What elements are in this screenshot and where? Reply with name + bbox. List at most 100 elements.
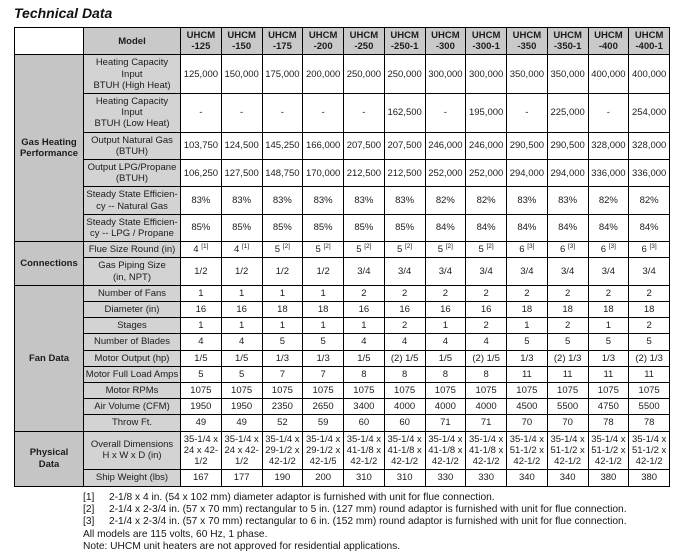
table-row: Fan Data Number of Fans 1 1 1 1 2 2 2 2 2 2 2 2 [14, 284, 670, 432]
data-cell: 170,000 [302, 159, 344, 188]
data-cell: 380 [587, 469, 630, 487]
row-label: Flue Size Round (in) [83, 241, 181, 259]
data-cell: - [343, 93, 385, 133]
data-cell: 4000 [424, 398, 467, 416]
data-cell: 2 [628, 284, 670, 303]
data-cell: 127,500 [220, 159, 263, 188]
data-cell: (2) 1/5 [383, 349, 426, 367]
data-cell: 84% [506, 213, 548, 243]
data-cell: 82% [628, 186, 670, 215]
data-cell: 84% [424, 213, 467, 243]
data-cell: 70 [506, 414, 548, 432]
row-label: Stages [83, 317, 181, 335]
footnote-text: 2-1/8 x 4 in. (54 x 102 mm) diameter ada… [109, 491, 495, 503]
data-cell: 5 [506, 333, 548, 351]
row-label: Diameter (in) [83, 301, 181, 319]
footnote-ref-superscript: [3] [527, 243, 535, 251]
data-cell: 2350 [261, 398, 304, 416]
data-cell: 300,000 [465, 54, 507, 95]
note-line: Note: UHCM unit heaters are not approved… [83, 541, 401, 553]
data-cell: 5 [180, 365, 222, 384]
data-cell: - [587, 93, 630, 133]
table-row: Output LPG/Propane (BTUH) 106,250 127,500 1… [15, 159, 670, 188]
data-cell: 1950 [180, 398, 222, 416]
data-cell: 84% [546, 213, 589, 243]
data-cell: 1/3 [302, 349, 344, 367]
footnote-ref-superscript: [2] [404, 243, 413, 251]
data-cell: 3/4 [383, 257, 426, 286]
data-cell: 18 [587, 301, 630, 319]
row-label: Overall Dimensions H x W x D (in) [83, 430, 181, 471]
data-cell: 1 [587, 317, 630, 335]
data-cell: 330 [424, 469, 467, 487]
footnote-ref: [3] [83, 516, 95, 528]
data-cell: 71 [424, 414, 467, 432]
data-cell: 1/2 [261, 257, 304, 286]
data-cell: 1075 [180, 382, 222, 400]
data-cell: 16 [465, 301, 507, 319]
data-cell: 35-1/4 x 29-1/2 x 42-1/5 [302, 430, 344, 471]
data-cell: 195,000 [465, 93, 507, 133]
data-cell: 167 [180, 469, 222, 487]
data-cell: 4 [1] [220, 241, 263, 259]
section-label: Connections [14, 241, 84, 286]
data-cell: 83% [180, 186, 222, 215]
data-cell: 5 [2] [261, 241, 304, 259]
data-cell: - [180, 93, 222, 133]
data-cell: 2 [546, 284, 589, 303]
data-cell: 4000 [465, 398, 507, 416]
data-cell: 85% [343, 213, 385, 243]
data-cell: 2 [383, 317, 426, 335]
page-title: Technical Data [14, 5, 113, 21]
data-cell: 85% [180, 213, 222, 243]
data-cell: 8 [343, 365, 385, 384]
data-cell: 1 [506, 317, 548, 335]
model-header-cell: Model [83, 26, 181, 56]
data-cell: 1 [180, 317, 222, 335]
data-cell: 1/2 [302, 257, 344, 286]
data-cell: - [424, 93, 467, 133]
table-row: Air Volume (CFM) 1950 1950 2350 2650 3400 4000… [15, 398, 670, 416]
row-label: Motor Full Load Amps [83, 365, 181, 384]
data-cell: 52 [261, 414, 304, 432]
data-cell: 1075 [383, 382, 426, 400]
data-cell: 83% [506, 186, 548, 215]
data-cell: 6 [3] [506, 241, 548, 259]
table-row: Gas Piping Size (in, NPT) 1/2 1/2 1/2 1/2 3/4… [15, 257, 670, 286]
table-row: Ship Weight (lbs) 167 177 190 200 310 310 330 33… [15, 469, 670, 487]
row-label: Ship Weight (lbs) [83, 469, 181, 487]
row-label: Motor Output (hp) [83, 349, 181, 367]
row-label: Throw Ft. [83, 414, 181, 432]
data-cell: 2 [465, 284, 507, 303]
data-cell: 1/5 [180, 349, 222, 367]
data-cell: 1 [424, 317, 467, 335]
section-label: Physical Data [14, 430, 84, 487]
data-cell: 3/4 [628, 257, 670, 286]
data-cell: 18 [506, 301, 548, 319]
table-row: Motor Output (hp) 1/5 1/5 1/3 1/3 1/5 (2) 1/5 1… [15, 349, 670, 367]
data-cell: 225,000 [546, 93, 589, 133]
data-cell: 84% [587, 213, 630, 243]
data-cell: 190 [261, 469, 304, 487]
data-cell: 1075 [424, 382, 467, 400]
data-cell: 35-1/4 x 41-1/8 x 42-1/2 [343, 430, 385, 471]
data-cell: 246,000 [424, 131, 467, 161]
row-label: Air Volume (CFM) [83, 398, 181, 416]
row-label: Steady State Efficien- cy -- Natural Gas [83, 186, 181, 215]
table-header-row: Model UHCM -125 UHCM -150 UHCM -175 UHCM -2… [14, 26, 670, 56]
data-cell: 340 [546, 469, 589, 487]
data-cell: 8 [465, 365, 507, 384]
data-cell: 1/3 [506, 349, 548, 367]
data-cell: 49 [180, 414, 222, 432]
footnote-ref-superscript: [2] [323, 243, 331, 251]
data-cell: 5 [2] [424, 241, 467, 259]
data-cell: 83% [546, 186, 589, 215]
data-cell: 70 [546, 414, 589, 432]
model-column-header: UHCM -150 [220, 26, 263, 56]
data-cell: 300,000 [424, 54, 467, 95]
data-cell: 2 [628, 317, 670, 335]
data-cell: 4500 [506, 398, 548, 416]
data-cell: 83% [261, 186, 304, 215]
data-cell: - [261, 93, 304, 133]
table-row: Diameter (in) 16 16 18 18 16 16 16 16 18 18 18 18 [15, 301, 670, 319]
